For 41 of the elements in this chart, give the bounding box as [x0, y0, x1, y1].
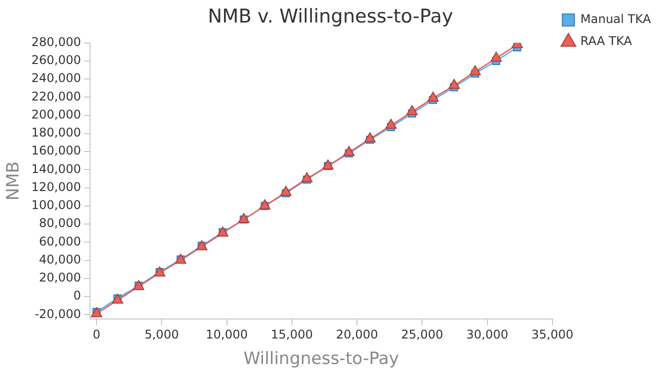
legend-label: Manual TKA: [580, 12, 652, 26]
point: [301, 172, 313, 182]
x-tick-label: 15,000: [270, 328, 313, 342]
y-tick-label: 260,000: [31, 53, 82, 68]
point: [406, 105, 418, 116]
y-tick-label: 240,000: [31, 71, 82, 86]
point: [427, 92, 439, 102]
point: [490, 52, 502, 62]
point: [469, 65, 481, 76]
point: [385, 118, 397, 129]
y-tick-label: 160,000: [31, 144, 82, 158]
y-tick-label: 100,000: [31, 198, 82, 212]
y-tick-label: 60,000: [39, 234, 82, 248]
y-tick-label: 120,000: [31, 180, 82, 194]
x-axis-title: Willingness-to-Pay: [243, 349, 399, 370]
x-tick-label: 25,000: [401, 328, 444, 342]
point: [343, 146, 355, 156]
y-tick-label: 80,000: [39, 216, 82, 230]
legend-label: RAA TKA: [580, 34, 633, 48]
point: [280, 186, 292, 196]
x-tick-label: 30,000: [466, 328, 508, 342]
point: [259, 199, 271, 210]
y-tick-label: 140,000: [31, 162, 82, 176]
x-tick-label: 0: [92, 328, 100, 342]
point: [364, 132, 376, 142]
y-axis-title: NMB: [4, 161, 24, 201]
point: [322, 160, 334, 170]
x-tick-label: 20,000: [336, 328, 378, 342]
y-tick-label: 0: [73, 288, 82, 303]
y-tick-label: -20,000: [34, 306, 82, 321]
y-tick-label: 220,000: [31, 89, 82, 104]
chart-title: NMB v. Willingness-to-Pay: [208, 5, 454, 28]
y-tick-label: 40,000: [39, 252, 82, 266]
y-tick-label: 200,000: [31, 107, 82, 122]
point: [448, 78, 460, 89]
x-tick-label: 10,000: [206, 328, 248, 342]
y-tick-label: 280,000: [31, 34, 82, 49]
y-tick-label: 180,000: [31, 126, 82, 140]
x-tick-label: 35,000: [531, 328, 574, 342]
y-tick-label: 20,000: [39, 270, 82, 285]
x-tick-label: 5,000: [144, 328, 179, 342]
